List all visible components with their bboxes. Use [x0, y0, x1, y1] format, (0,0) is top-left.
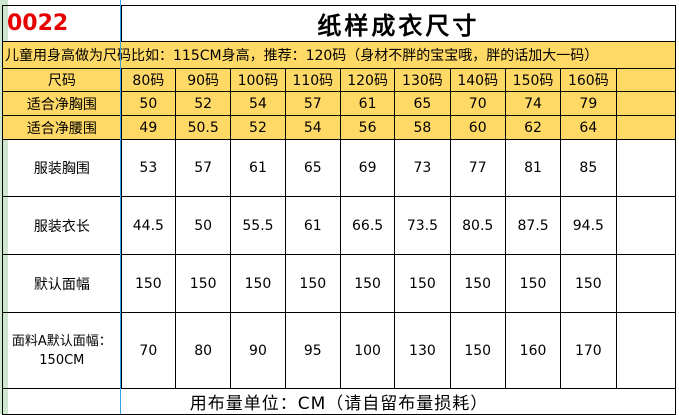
- cell-value: 150: [339, 254, 396, 313]
- selected-column-border: [120, 0, 121, 414]
- cell-value: 150: [394, 254, 451, 313]
- cell-value: 70: [120, 312, 177, 389]
- cell-value: 73: [394, 139, 451, 197]
- title-row: 0022 纸样成衣尺寸: [2, 5, 677, 42]
- row-label: 默认面幅: [2, 254, 122, 313]
- cell-value: 61: [339, 91, 396, 116]
- cell-value: 100: [339, 312, 396, 389]
- cell-value: 55.5: [230, 196, 286, 255]
- cell-value: 61: [230, 139, 286, 197]
- cell-value: 150: [230, 254, 286, 313]
- cell-value: 77: [449, 139, 506, 197]
- cell-value: 57: [284, 91, 341, 116]
- table-row: 适合净腰围 49 50.5 52 54 56 58 60 62 64: [2, 115, 676, 140]
- empty-cell: [615, 139, 676, 197]
- cell-value: 44.5: [120, 196, 177, 255]
- cell-value: 69: [339, 139, 396, 197]
- size-chart-table: 0022 纸样成衣尺寸 儿童用身高做为尺码比如：115CM身高，推荐：120码（…: [2, 5, 677, 415]
- cell-value: 130: [394, 312, 451, 389]
- cell-value: 80.5: [449, 196, 506, 255]
- cell-value: 70: [449, 91, 506, 116]
- cell-value: 60: [449, 115, 506, 140]
- empty-cell: [615, 312, 676, 389]
- cell-value: 170: [560, 312, 617, 389]
- cell-value: 150: [284, 254, 341, 313]
- cell-value: 49: [120, 115, 177, 140]
- size-header: 150码: [504, 68, 562, 92]
- cell-value: 94.5: [560, 196, 617, 255]
- cell-value: 50.5: [174, 115, 232, 140]
- cell-value: 150: [560, 254, 617, 313]
- table-row: 服装胸围 53 57 61 65 69 73 77 81 85: [2, 139, 676, 197]
- empty-cell: [615, 91, 676, 116]
- cell-value: 57: [174, 139, 232, 197]
- fabric-unit-footer: 用布量单位：CM（请自留布量损耗）: [2, 388, 676, 415]
- cell-value: 61: [284, 196, 341, 255]
- empty-cell: [615, 254, 676, 313]
- row-label: 适合净腰围: [2, 115, 122, 140]
- cell-value: 74: [504, 91, 562, 116]
- cell-value: 65: [284, 139, 341, 197]
- footer-row: 用布量单位：CM（请自留布量损耗）: [2, 388, 676, 415]
- cell-value: 64: [560, 115, 617, 140]
- cell-value: 66.5: [339, 196, 396, 255]
- row-label: 服装胸围: [2, 139, 122, 197]
- cell-value: 52: [174, 91, 232, 116]
- cell-value: 150: [174, 254, 232, 313]
- size-header: 140码: [449, 68, 506, 92]
- cell-value: 80: [174, 312, 232, 389]
- size-note: 儿童用身高做为尺码比如：115CM身高，推荐：120码（身材不胖的宝宝哦，胖的话…: [2, 41, 676, 69]
- size-label: 尺码: [2, 68, 122, 92]
- note-row: 儿童用身高做为尺码比如：115CM身高，推荐：120码（身材不胖的宝宝哦，胖的话…: [2, 41, 676, 69]
- cell-value: 81: [504, 139, 562, 197]
- cell-value: 50: [174, 196, 232, 255]
- chart-title: 纸样成衣尺寸: [120, 5, 677, 42]
- table-row: 面料A默认面幅：150CM 70 80 90 95 100 130 150 16…: [2, 312, 676, 389]
- cell-value: 95: [284, 312, 341, 389]
- size-header: 80码: [120, 68, 177, 92]
- cell-value: 90: [230, 312, 286, 389]
- cell-value: 79: [560, 91, 617, 116]
- cell-value: 150: [504, 254, 562, 313]
- size-header-row: 尺码 80码 90码 100码 110码 120码 130码 140码 150码…: [2, 68, 676, 92]
- cell-value: 53: [120, 139, 177, 197]
- row-label: 面料A默认面幅：150CM: [2, 312, 122, 389]
- row-label: 适合净胸围: [2, 91, 122, 116]
- cell-value: 65: [394, 91, 451, 116]
- cell-value: 54: [230, 91, 286, 116]
- size-header: 120码: [339, 68, 396, 92]
- size-header: 100码: [230, 68, 286, 92]
- cell-value: 62: [504, 115, 562, 140]
- size-header: 160码: [560, 68, 617, 92]
- pattern-code: 0022: [2, 5, 122, 42]
- empty-cell: [615, 115, 676, 140]
- cell-value: 150: [120, 254, 177, 313]
- empty-cell: [615, 68, 676, 92]
- table-row: 适合净胸围 50 52 54 57 61 65 70 74 79: [2, 91, 676, 116]
- cell-value: 54: [284, 115, 341, 140]
- cell-value: 87.5: [504, 196, 562, 255]
- cell-value: 58: [394, 115, 451, 140]
- cell-value: 56: [339, 115, 396, 140]
- size-header: 110码: [284, 68, 341, 92]
- empty-cell: [615, 196, 676, 255]
- cell-value: 73.5: [394, 196, 451, 255]
- cell-value: 150: [449, 312, 506, 389]
- size-header: 90码: [174, 68, 232, 92]
- cell-value: 160: [504, 312, 562, 389]
- size-header: 130码: [394, 68, 451, 92]
- table-row: 默认面幅 150 150 150 150 150 150 150 150 150: [2, 254, 676, 313]
- table-row: 服装衣长 44.5 50 55.5 61 66.5 73.5 80.5 87.5…: [2, 196, 676, 255]
- cell-value: 150: [449, 254, 506, 313]
- cell-value: 52: [230, 115, 286, 140]
- cell-value: 85: [560, 139, 617, 197]
- cell-value: 50: [120, 91, 177, 116]
- row-label: 服装衣长: [2, 196, 122, 255]
